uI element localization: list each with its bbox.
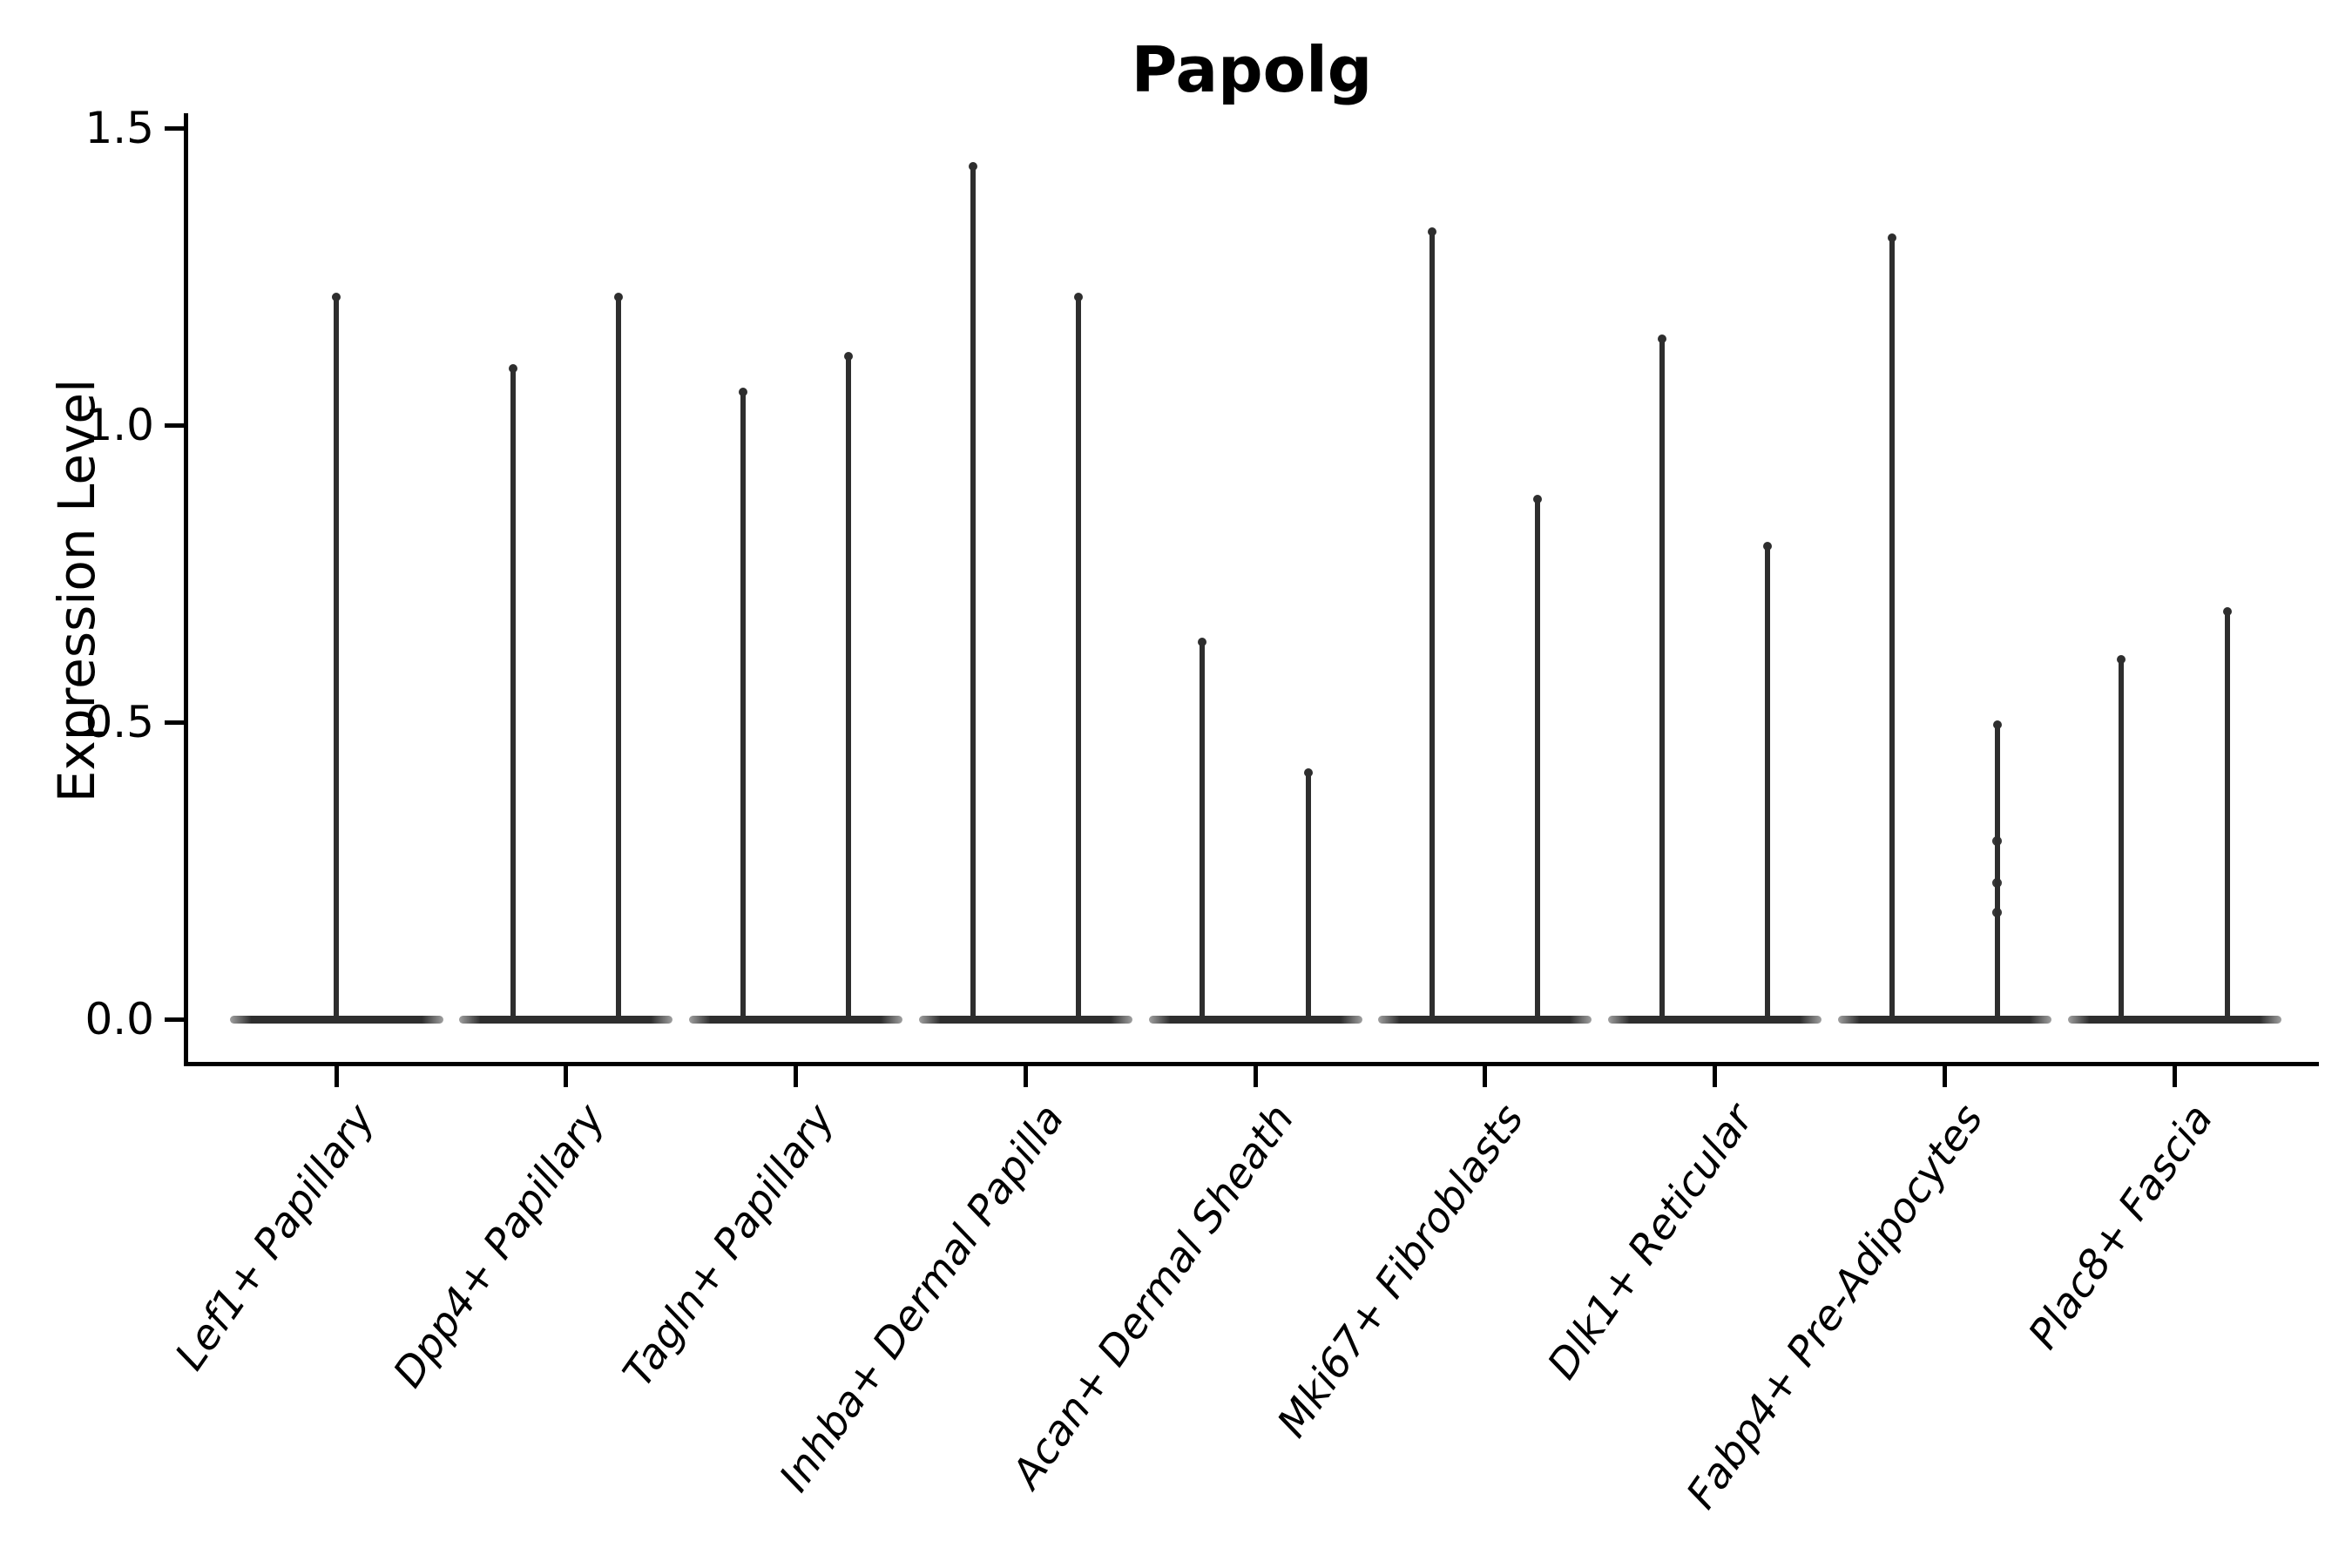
violin-spike — [1765, 544, 1771, 1019]
x-tick-label: Lef1+ Papillary — [166, 1096, 385, 1379]
jitter-dot — [1992, 877, 2003, 888]
x-tick — [334, 1066, 339, 1087]
x-tick — [1713, 1066, 1717, 1087]
x-tick — [1483, 1066, 1488, 1087]
spike-top-dot — [1763, 542, 1773, 551]
spike-top-dot — [509, 363, 518, 373]
violin-spike — [1075, 294, 1081, 1019]
x-tick — [1942, 1066, 1947, 1087]
y-tick — [165, 422, 184, 428]
spike-top-dot — [614, 293, 624, 301]
y-tick — [165, 720, 184, 725]
violin-base — [689, 1015, 902, 1024]
spike-top-dot — [1657, 334, 1666, 343]
spike-top-dot — [1198, 637, 1207, 646]
spike-top-dot — [2222, 607, 2232, 617]
violin-base — [229, 1015, 443, 1024]
violin-base — [1378, 1015, 1592, 1024]
spike-top-dot — [1887, 233, 1896, 242]
y-tick — [165, 125, 184, 131]
bottom-spine — [184, 1062, 2319, 1066]
spike-top-dot — [1533, 494, 1543, 504]
spike-top-dot — [1073, 293, 1083, 301]
jitter-dot — [1992, 907, 2003, 917]
y-tick-label: 1.0 — [84, 400, 154, 450]
violin-base — [459, 1015, 673, 1024]
x-tick-label: Dlk1+ Reticular — [1538, 1096, 1763, 1389]
violin-spike — [1200, 639, 1206, 1019]
violin-spike — [2224, 609, 2230, 1019]
x-tick-label: Dpp4+ Papillary — [383, 1096, 614, 1396]
spike-top-dot — [968, 161, 977, 171]
spike-top-dot — [1303, 767, 1313, 777]
violin-spike — [616, 294, 622, 1019]
x-tick — [794, 1066, 798, 1087]
violin-base — [1837, 1015, 2051, 1024]
violin-spike — [2119, 657, 2125, 1019]
violin-spike — [510, 365, 517, 1019]
violin-spike — [334, 294, 339, 1019]
violin-base — [2067, 1015, 2281, 1024]
y-tick-label: 1.5 — [84, 103, 154, 153]
x-tick — [564, 1066, 569, 1087]
violin-base — [1608, 1015, 1821, 1024]
violin-spike — [1305, 769, 1311, 1019]
violin-spike — [1659, 335, 1665, 1019]
spike-top-dot — [1992, 720, 2002, 729]
x-tick — [2172, 1066, 2177, 1087]
x-tick — [1253, 1066, 1258, 1087]
violin-spike — [970, 163, 976, 1019]
x-tick-label: Tagln+ Papillary — [613, 1096, 844, 1396]
y-tick-label: 0.0 — [84, 994, 154, 1044]
violin-base — [918, 1015, 1132, 1024]
spike-top-dot — [1428, 226, 1437, 236]
x-tick — [1023, 1066, 1028, 1087]
y-tick — [165, 1017, 184, 1022]
left-spine — [184, 113, 188, 1066]
x-tick-label: Plac8+ Fascia — [2018, 1096, 2223, 1358]
violin-spike — [1429, 228, 1436, 1019]
violin-spike — [740, 389, 746, 1019]
jitter-dot — [1992, 835, 2003, 846]
violin-base — [1148, 1015, 1362, 1024]
x-tick-label: Mki67+ Fibroblasts — [1267, 1096, 1533, 1446]
chart-title: Papolg — [1131, 33, 1373, 106]
violin-spike — [1994, 722, 2000, 1019]
spike-top-dot — [844, 352, 854, 362]
violin-spike — [1889, 234, 1895, 1019]
spike-top-dot — [2117, 655, 2126, 664]
violin-spike — [846, 354, 852, 1019]
spike-top-dot — [332, 293, 341, 301]
violin-spike — [1535, 496, 1541, 1019]
y-tick-label: 0.5 — [84, 697, 154, 747]
spike-top-dot — [738, 388, 747, 397]
